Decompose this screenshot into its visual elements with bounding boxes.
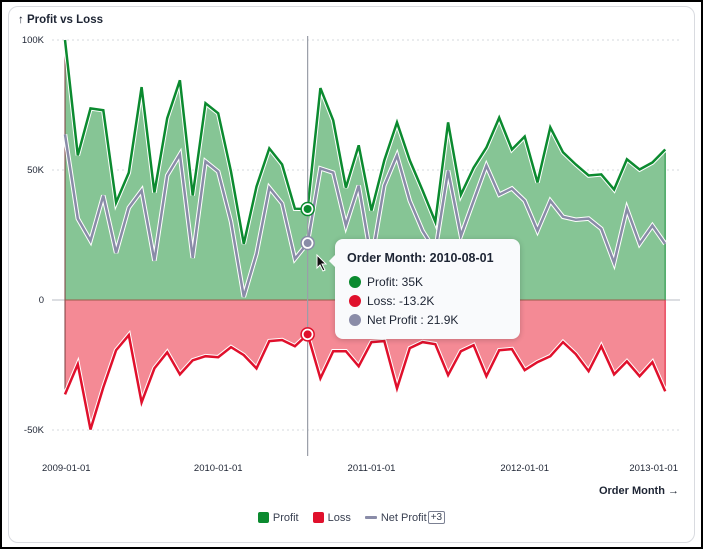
hover-markers (300, 36, 315, 456)
x-tick-label: 2010-01-01 (194, 463, 243, 474)
profit-area (65, 40, 666, 300)
legend-item-net-profit[interactable]: Net Profit +3 (364, 511, 446, 524)
series-lines (62, 39, 668, 431)
loss-dot-icon (349, 295, 361, 307)
legend-more-button[interactable]: +3 (427, 511, 446, 524)
net-profit-hover-marker (303, 239, 312, 248)
legend-item-loss[interactable]: Loss (312, 511, 351, 524)
loss-line (63, 331, 667, 430)
chart-title[interactable]: ↑ Profit vs Loss (18, 14, 103, 26)
y-tick-label: -50K (24, 425, 45, 436)
tooltip-title: Order Month: 2010-08-01 (347, 251, 494, 265)
x-tick-label: 2009-01-01 (42, 463, 91, 474)
profit-line (63, 39, 667, 245)
tooltip-value: Loss: -13.2K (367, 294, 435, 308)
legend-item-profit[interactable]: Profit (257, 511, 299, 524)
net-profit-line-icon (364, 516, 377, 519)
tooltip-value: Profit: 35K (367, 275, 424, 289)
legend: Profit Loss Net Profit +3 (0, 511, 703, 524)
y-tick-label: 100K (22, 35, 45, 46)
net-profit-dot-icon (349, 314, 361, 326)
x-tick-label: 2011-01-01 (348, 463, 396, 474)
x-tick-label: 2013-01-01 (629, 463, 678, 474)
mouse-cursor-icon (316, 254, 328, 272)
tooltip-row-net-profit: Net Profit : 21.9K (349, 313, 458, 327)
x-axis-ticks: 2009-01-01 2010-01-01 2011-01-01 2012-01-01… (42, 463, 678, 474)
y-tick-label: 0 (39, 295, 44, 306)
tooltip-row-profit: Profit: 35K (349, 275, 423, 289)
profit-dot-icon (349, 276, 361, 288)
tooltip: Order Month: 2010-08-01 Profit: 35K Loss… (329, 239, 520, 339)
legend-label: Net Profit (380, 511, 427, 524)
tooltip-value: Net Profit : 21.9K (367, 313, 459, 327)
profit-swatch-icon (257, 512, 269, 523)
legend-label: Loss (327, 511, 351, 524)
net-profit-line (63, 134, 667, 298)
x-tick-label: 2012-01-01 (500, 463, 549, 474)
tooltip-row-loss: Loss: -13.2K (349, 294, 434, 308)
loss-swatch-icon (312, 512, 324, 523)
profit-hover-marker (303, 205, 312, 213)
x-axis-title[interactable]: Order Month → (598, 485, 679, 497)
y-axis-ticks: 100K 50K 0 -50K (22, 35, 45, 436)
y-tick-label: 50K (27, 165, 45, 176)
legend-label: Profit (272, 511, 299, 524)
loss-hover-marker (303, 330, 312, 339)
